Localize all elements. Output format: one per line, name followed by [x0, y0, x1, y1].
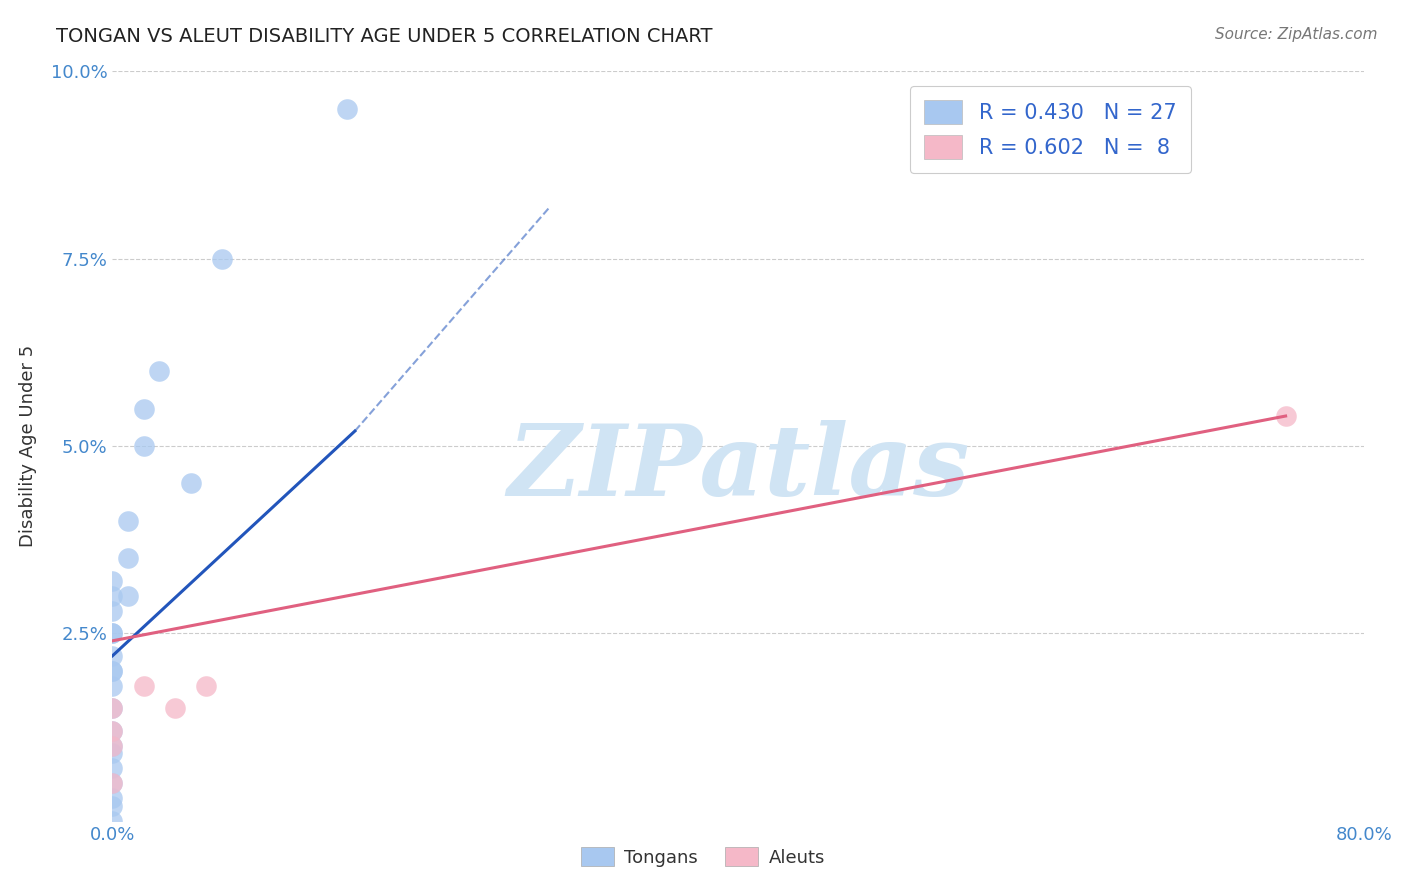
Text: Source: ZipAtlas.com: Source: ZipAtlas.com [1215, 27, 1378, 42]
Point [1274, 409, 1296, 423]
Point [101, 679, 124, 693]
Point [101, 814, 124, 828]
Point [101, 626, 124, 640]
Point [101, 798, 124, 813]
Point [117, 551, 139, 566]
Text: ZIPatlas: ZIPatlas [508, 420, 969, 516]
Point [211, 252, 233, 266]
Y-axis label: Disability Age Under 5: Disability Age Under 5 [18, 345, 37, 547]
Point [195, 679, 218, 693]
Point [163, 701, 186, 715]
Point [101, 746, 124, 760]
Point [101, 791, 124, 805]
Point [101, 776, 124, 790]
Point [101, 723, 124, 738]
Point [132, 401, 155, 416]
Point [101, 701, 124, 715]
Point [101, 604, 124, 618]
Point [117, 514, 139, 528]
Point [101, 589, 124, 603]
Point [180, 476, 202, 491]
Point [101, 776, 124, 790]
Point [101, 664, 124, 678]
Point [101, 761, 124, 775]
Point [101, 739, 124, 753]
Point [132, 439, 155, 453]
Point [117, 589, 139, 603]
Legend: R = 0.430   N = 27, R = 0.602   N =  8: R = 0.430 N = 27, R = 0.602 N = 8 [910, 86, 1191, 173]
Text: TONGAN VS ALEUT DISABILITY AGE UNDER 5 CORRELATION CHART: TONGAN VS ALEUT DISABILITY AGE UNDER 5 C… [56, 27, 713, 45]
Point [336, 102, 359, 116]
Point [101, 664, 124, 678]
Point [101, 626, 124, 640]
Legend: Tongans, Aleuts: Tongans, Aleuts [574, 840, 832, 874]
Point [101, 739, 124, 753]
Point [101, 648, 124, 663]
Point [101, 723, 124, 738]
Point [132, 679, 155, 693]
Point [148, 364, 170, 378]
Point [101, 701, 124, 715]
Point [101, 574, 124, 588]
